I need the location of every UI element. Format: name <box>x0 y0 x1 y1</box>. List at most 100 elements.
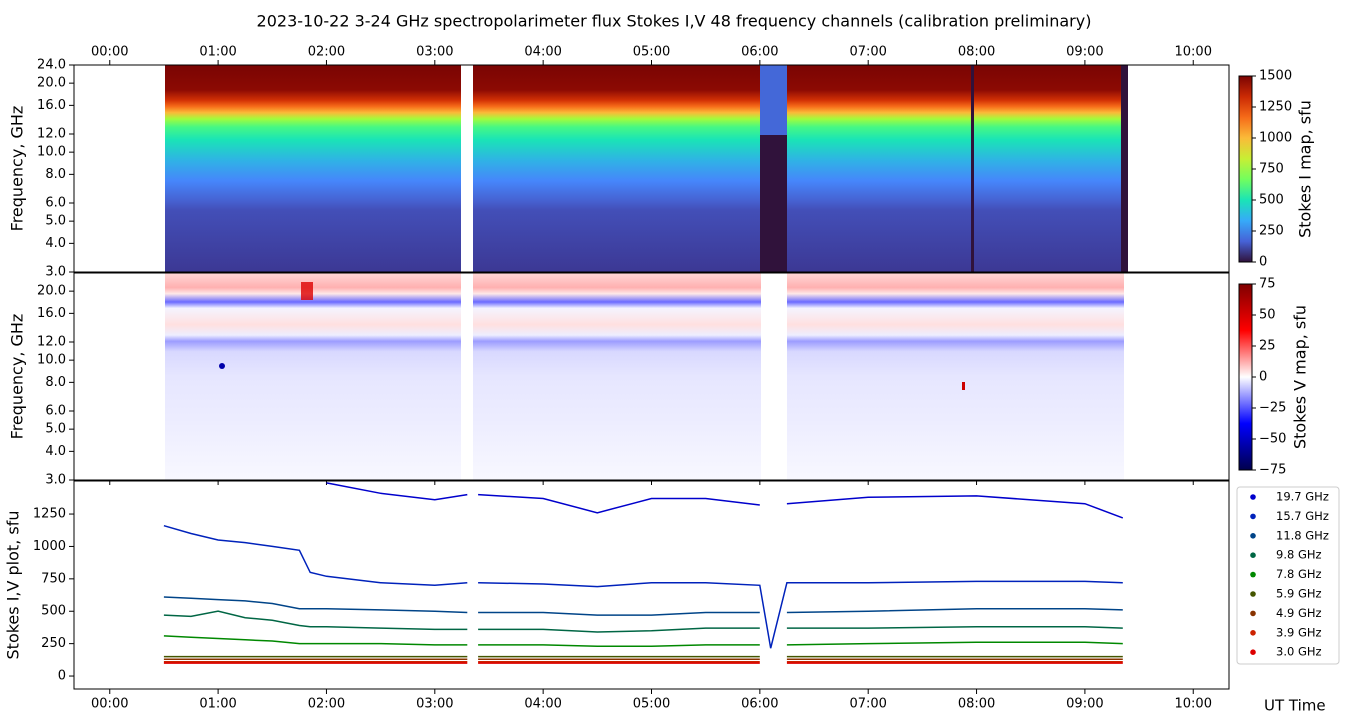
y-tick-label: 8.0 <box>45 375 66 390</box>
legend-marker <box>1250 571 1256 578</box>
y-tick-label: 3.0 <box>45 473 66 488</box>
x-tick-label: 01:00 <box>199 697 236 712</box>
legend-marker <box>1250 552 1256 558</box>
y-axis-label: Frequency, GHz <box>8 106 27 232</box>
y-tick-label: 12.0 <box>37 335 66 350</box>
legend-marker <box>1250 630 1256 636</box>
y-tick-label: 10.0 <box>37 145 66 160</box>
colorbar-tick-label: 250 <box>1259 224 1284 239</box>
y-tick-label: 20.0 <box>37 284 66 299</box>
x-tick-label: 04:00 <box>524 45 561 60</box>
x-tick-label: 09:00 <box>1066 45 1103 60</box>
y-tick-label: 3.0 <box>45 265 66 280</box>
legend-marker <box>1250 533 1256 539</box>
y-tick-label: 500 <box>41 604 66 619</box>
legend-label: 19.7 GHz <box>1276 490 1329 504</box>
series-line <box>163 635 1123 647</box>
x-tick-label: 10:00 <box>1175 45 1212 60</box>
x-tick-label: 07:00 <box>849 697 886 712</box>
legend-box <box>1236 486 1340 665</box>
colorbar <box>1238 283 1253 471</box>
y-tick-label: 24.0 <box>37 58 66 73</box>
y-tick-label: 4.0 <box>45 444 66 459</box>
y-tick-label: 1000 <box>33 539 66 554</box>
legend-marker <box>1250 610 1256 617</box>
x-tick-label: 09:00 <box>1066 697 1103 712</box>
x-tick-label: 04:00 <box>524 697 561 712</box>
x-tick-label: 08:00 <box>958 697 995 712</box>
x-tick-label: 02:00 <box>308 45 345 60</box>
colorbar-tick-label: 25 <box>1259 339 1276 354</box>
x-tick-label: 01:00 <box>199 45 236 60</box>
x-tick-label: 05:00 <box>633 45 670 60</box>
y-tick-label: 16.0 <box>37 306 66 321</box>
colorbar-tick-label: 75 <box>1259 277 1276 292</box>
legend-marker <box>1250 649 1256 655</box>
series-line <box>163 610 1123 633</box>
legend-label: 4.9 GHz <box>1276 606 1322 620</box>
x-tick-label: 08:00 <box>958 45 995 60</box>
x-tick-label: 10:00 <box>1175 697 1212 712</box>
y-tick-label: 6.0 <box>45 196 66 211</box>
plot-frame <box>73 64 1230 273</box>
x-tick-label: 00:00 <box>91 45 128 60</box>
colorbar-label: Stokes V map, sfu <box>1291 305 1310 449</box>
colorbar-tick-label: 0 <box>1259 255 1267 270</box>
legend-label: 9.8 GHz <box>1276 548 1322 562</box>
y-tick-label: 1250 <box>33 507 66 522</box>
y-tick-label: 0 <box>58 669 66 684</box>
y-tick-label: 10.0 <box>37 353 66 368</box>
x-tick-label: 03:00 <box>416 697 453 712</box>
x-tick-label: 06:00 <box>741 45 778 60</box>
legend-label: 7.8 GHz <box>1276 567 1322 581</box>
colorbar-tick-label: 1500 <box>1259 69 1292 84</box>
x-tick-label: 07:00 <box>849 45 886 60</box>
y-tick-label: 4.0 <box>45 236 66 251</box>
y-tick-label: 12.0 <box>37 127 66 142</box>
colorbar-tick-label: 500 <box>1259 193 1284 208</box>
y-tick-label: 8.0 <box>45 167 66 182</box>
series-line <box>163 524 1123 649</box>
y-tick-label: 750 <box>41 571 66 586</box>
colorbar <box>1238 75 1253 263</box>
y-tick-label: 250 <box>41 636 66 651</box>
colorbar-tick-label: −75 <box>1259 463 1286 478</box>
legend-marker <box>1250 513 1256 520</box>
legend-label: 3.0 GHz <box>1276 645 1322 659</box>
x-tick-label: 05:00 <box>633 697 670 712</box>
legend-label: 5.9 GHz <box>1276 587 1322 601</box>
colorbar-tick-label: −25 <box>1259 401 1286 416</box>
legend-marker <box>1250 591 1256 597</box>
colorbar-tick-label: 750 <box>1259 162 1284 177</box>
y-tick-label: 6.0 <box>45 404 66 419</box>
stokes-v-map <box>165 273 1124 480</box>
x-tick-label: 02:00 <box>308 697 345 712</box>
colorbar-tick-label: −50 <box>1259 432 1286 447</box>
colorbar-tick-label: 50 <box>1259 308 1276 323</box>
y-axis-label: Frequency, GHz <box>8 314 27 440</box>
colorbar-label: Stokes I map, sfu <box>1296 100 1315 238</box>
legend-label: 3.9 GHz <box>1276 625 1322 639</box>
y-tick-label: 20.0 <box>37 76 66 91</box>
x-axis-label: UT Time <box>1264 697 1326 715</box>
colorbar-tick-label: 1000 <box>1259 131 1292 146</box>
x-tick-label: 06:00 <box>741 697 778 712</box>
y-tick-label: 16.0 <box>37 98 66 113</box>
legend-marker <box>1250 494 1256 500</box>
title: 2023-10-22 3-24 GHz spectropolarimeter f… <box>257 12 1092 31</box>
x-tick-label: 00:00 <box>91 697 128 712</box>
stokes-i-map <box>165 65 1128 272</box>
colorbar-tick-label: 0 <box>1259 370 1267 385</box>
legend-label: 15.7 GHz <box>1276 509 1329 523</box>
series-line <box>163 596 1123 616</box>
x-tick-label: 03:00 <box>416 45 453 60</box>
colorbar-tick-label: 1250 <box>1259 100 1292 115</box>
legend-label: 11.8 GHz <box>1276 528 1329 542</box>
y-tick-label: 5.0 <box>45 214 66 229</box>
y-axis-label: Stokes I,V plot, sfu <box>4 511 23 660</box>
plot-frame <box>73 272 1230 481</box>
plot-frame <box>73 480 1230 690</box>
series-line <box>326 482 1124 519</box>
y-tick-label: 5.0 <box>45 422 66 437</box>
